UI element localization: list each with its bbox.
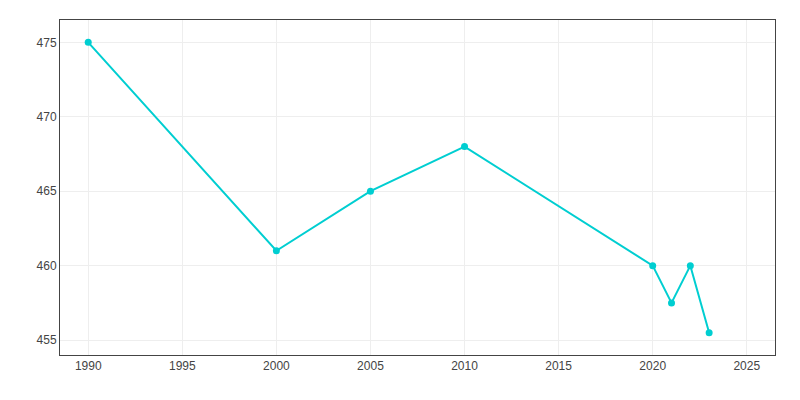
svg-text:475: 475 [37,36,57,50]
svg-text:460: 460 [37,259,57,273]
svg-text:2020: 2020 [639,359,666,373]
svg-text:1995: 1995 [169,359,196,373]
svg-text:2015: 2015 [545,359,572,373]
svg-text:2010: 2010 [451,359,478,373]
svg-text:2005: 2005 [357,359,384,373]
svg-text:455: 455 [37,333,57,347]
svg-text:470: 470 [37,110,57,124]
svg-text:1990: 1990 [75,359,102,373]
svg-text:465: 465 [37,184,57,198]
svg-text:2025: 2025 [733,359,760,373]
svg-text:2000: 2000 [263,359,290,373]
